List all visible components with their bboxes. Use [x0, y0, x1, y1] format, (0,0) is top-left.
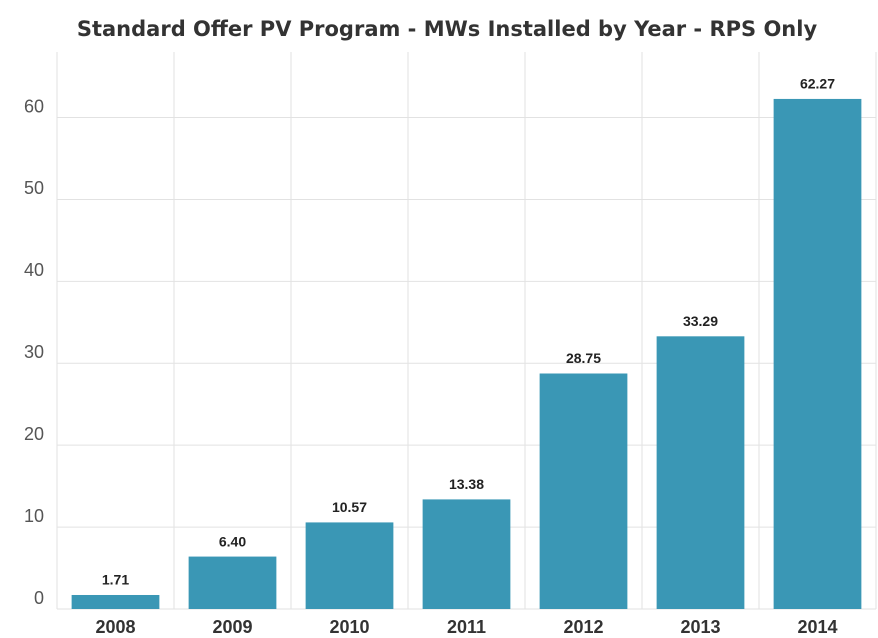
x-tick-label: 2013 — [680, 617, 720, 637]
data-label: 1.71 — [102, 572, 129, 588]
data-label: 62.27 — [800, 76, 835, 92]
bar — [422, 499, 511, 609]
y-tick-label: 30 — [24, 342, 44, 362]
x-tick-label: 2011 — [447, 617, 486, 637]
y-tick-label: 40 — [24, 260, 44, 280]
x-tick-label: 2009 — [212, 617, 252, 637]
bar — [305, 522, 394, 609]
data-label: 28.75 — [566, 350, 601, 366]
data-label: 33.29 — [683, 313, 718, 329]
x-tick-label: 2012 — [563, 617, 603, 637]
data-label: 10.57 — [332, 499, 367, 515]
x-tick-label: 2014 — [797, 617, 837, 637]
y-tick-label: 10 — [24, 506, 44, 526]
x-tick-label: 2008 — [95, 617, 135, 637]
y-tick-label: 0 — [34, 588, 44, 608]
bar — [656, 336, 745, 609]
y-tick-label: 20 — [24, 424, 44, 444]
x-tick-label: 2010 — [329, 617, 369, 637]
bar — [188, 556, 277, 609]
chart-title: Standard Offer PV Program - MWs Installe… — [77, 17, 818, 41]
data-label: 13.38 — [449, 476, 484, 492]
y-tick-label: 60 — [24, 96, 44, 116]
bar — [539, 373, 628, 609]
y-tick-label: 50 — [24, 178, 44, 198]
bar — [773, 98, 862, 610]
data-label: 6.40 — [219, 533, 246, 549]
bar — [71, 594, 160, 609]
